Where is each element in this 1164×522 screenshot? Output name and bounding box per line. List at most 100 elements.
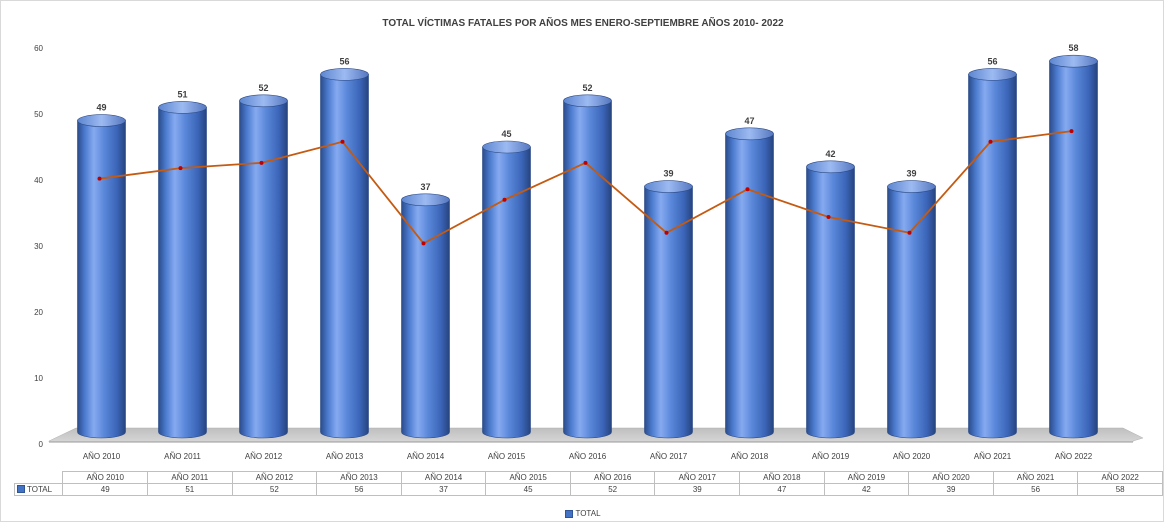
data-table-column-header: AÑO 2015 bbox=[485, 471, 571, 484]
bar-data-label: 47 bbox=[744, 116, 754, 126]
x-tick-label: AÑO 2010 bbox=[83, 452, 121, 461]
x-tick-label: AÑO 2013 bbox=[326, 452, 364, 461]
bar-top bbox=[482, 140, 531, 154]
y-tick-label: 30 bbox=[34, 242, 43, 251]
bar-data-label: 45 bbox=[501, 129, 511, 139]
bar-a-o-2010 bbox=[77, 114, 126, 439]
x-tick-label: AÑO 2019 bbox=[812, 452, 850, 461]
bar-data-label: 39 bbox=[906, 169, 916, 179]
bar-a-o-2012 bbox=[239, 94, 288, 439]
data-table-cell: 39 bbox=[908, 483, 994, 496]
data-table-cell: 39 bbox=[654, 483, 741, 496]
x-tick-label: AÑO 2022 bbox=[1055, 452, 1093, 461]
data-table-column-header: AÑO 2021 bbox=[992, 471, 1079, 484]
data-table-corner bbox=[14, 471, 64, 484]
bar-data-label: 37 bbox=[420, 182, 430, 192]
data-table-cell: 56 bbox=[992, 483, 1079, 496]
bar-body bbox=[158, 107, 207, 439]
bar-body bbox=[887, 186, 936, 439]
data-table-cell: 51 bbox=[147, 483, 233, 496]
bar-a-o-2020 bbox=[887, 180, 936, 439]
legend-label: TOTAL bbox=[575, 509, 601, 518]
chart-title: TOTAL VÍCTIMAS FATALES POR AÑOS MES ENER… bbox=[382, 18, 784, 29]
data-table-cell: 42 bbox=[823, 483, 910, 496]
trend-point bbox=[664, 230, 669, 235]
bar-top bbox=[725, 127, 774, 141]
bar-a-o-2013 bbox=[320, 68, 369, 439]
data-table-column-header: AÑO 2016 bbox=[569, 471, 656, 484]
data-table-column-header: AÑO 2012 bbox=[231, 471, 318, 484]
bar-a-o-2021 bbox=[968, 68, 1017, 439]
bar-body bbox=[482, 146, 531, 439]
x-tick-label: AÑO 2018 bbox=[731, 452, 769, 461]
data-table-cell: 47 bbox=[739, 483, 825, 496]
x-tick-label: AÑO 2016 bbox=[569, 452, 607, 461]
data-table-value-row: TOTAL 49 51 52 56 37 45 52 39 47 42 39 56 58 bbox=[13, 483, 1163, 496]
bar-body bbox=[725, 133, 774, 439]
data-table-column-header: AÑO 2018 bbox=[739, 471, 825, 484]
data-table-column-header: AÑO 2014 bbox=[400, 471, 487, 484]
x-tick-label: AÑO 2014 bbox=[407, 452, 445, 461]
bar-data-label: 52 bbox=[258, 83, 268, 93]
bar-body bbox=[806, 166, 855, 439]
bar-body bbox=[401, 199, 450, 439]
bar-a-o-2017 bbox=[644, 180, 693, 439]
bar-a-o-2014 bbox=[401, 193, 450, 439]
bar-top bbox=[563, 94, 612, 108]
y-tick-label: 0 bbox=[39, 440, 44, 449]
bar-a-o-2019 bbox=[806, 160, 855, 439]
legend-key-swatch bbox=[17, 485, 25, 494]
bar-data-label: 39 bbox=[663, 169, 673, 179]
bar-data-label: 56 bbox=[987, 56, 997, 66]
bar-top bbox=[806, 160, 855, 174]
x-tick-label: AÑO 2017 bbox=[650, 452, 688, 461]
trend-point bbox=[988, 139, 993, 144]
bar-top bbox=[239, 94, 288, 108]
bar-body bbox=[239, 100, 288, 439]
chart-plot: 0 10 20 30 40 50 60 49 51 52 56 37 45 52 39 47 42 39 56 58… bbox=[34, 43, 1144, 461]
y-tick-label: 60 bbox=[34, 44, 43, 53]
data-table-cell: 52 bbox=[569, 483, 656, 496]
data-table-row-label: TOTAL bbox=[27, 484, 53, 494]
trend-point bbox=[340, 139, 345, 144]
trend-point bbox=[1069, 129, 1074, 134]
bar-a-o-2022 bbox=[1049, 54, 1098, 439]
bar-a-o-2016 bbox=[563, 94, 612, 439]
bar-top bbox=[1049, 54, 1098, 68]
trend-point bbox=[826, 214, 831, 219]
bar-a-o-2015 bbox=[482, 140, 531, 439]
bar-top bbox=[77, 114, 126, 127]
bar-top bbox=[320, 68, 369, 81]
x-tick-label: AÑO 2011 bbox=[164, 452, 201, 461]
x-tick-label: AÑO 2021 bbox=[974, 452, 1012, 461]
bar-data-label: 51 bbox=[177, 89, 187, 99]
trend-point bbox=[178, 166, 183, 171]
bar-body bbox=[563, 100, 612, 439]
data-table-row-header: TOTAL bbox=[13, 483, 64, 496]
data-table-column-header: AÑO 2013 bbox=[316, 471, 402, 484]
data-table-cell: 56 bbox=[316, 483, 402, 496]
data-table-column-header: AÑO 2017 bbox=[654, 471, 741, 484]
bar-top bbox=[887, 180, 936, 193]
data-table-cell: 49 bbox=[62, 483, 149, 496]
bar-top bbox=[644, 180, 693, 193]
bar-body bbox=[968, 74, 1017, 439]
bar-top bbox=[158, 101, 207, 114]
trend-point bbox=[259, 160, 264, 165]
x-tick-label: AÑO 2020 bbox=[893, 452, 931, 461]
trend-point bbox=[907, 230, 912, 235]
trend-point bbox=[421, 241, 426, 246]
data-table: AÑO 2010 AÑO 2011 AÑO 2012 AÑO 2013 AÑO 2014… bbox=[13, 471, 1163, 496]
trend-point bbox=[583, 160, 588, 165]
bar-body bbox=[320, 74, 369, 439]
bar-body bbox=[77, 120, 126, 439]
data-table-column-header: AÑO 2011 bbox=[147, 471, 233, 484]
bar-data-label: 49 bbox=[96, 103, 106, 113]
data-table-cell: 58 bbox=[1077, 483, 1163, 496]
bar-a-o-2018 bbox=[725, 127, 774, 439]
data-table-column-header: AÑO 2022 bbox=[1077, 471, 1163, 484]
y-tick-label: 50 bbox=[34, 110, 43, 119]
bar-a-o-2011 bbox=[158, 101, 207, 439]
bar-data-label: 56 bbox=[339, 56, 349, 66]
